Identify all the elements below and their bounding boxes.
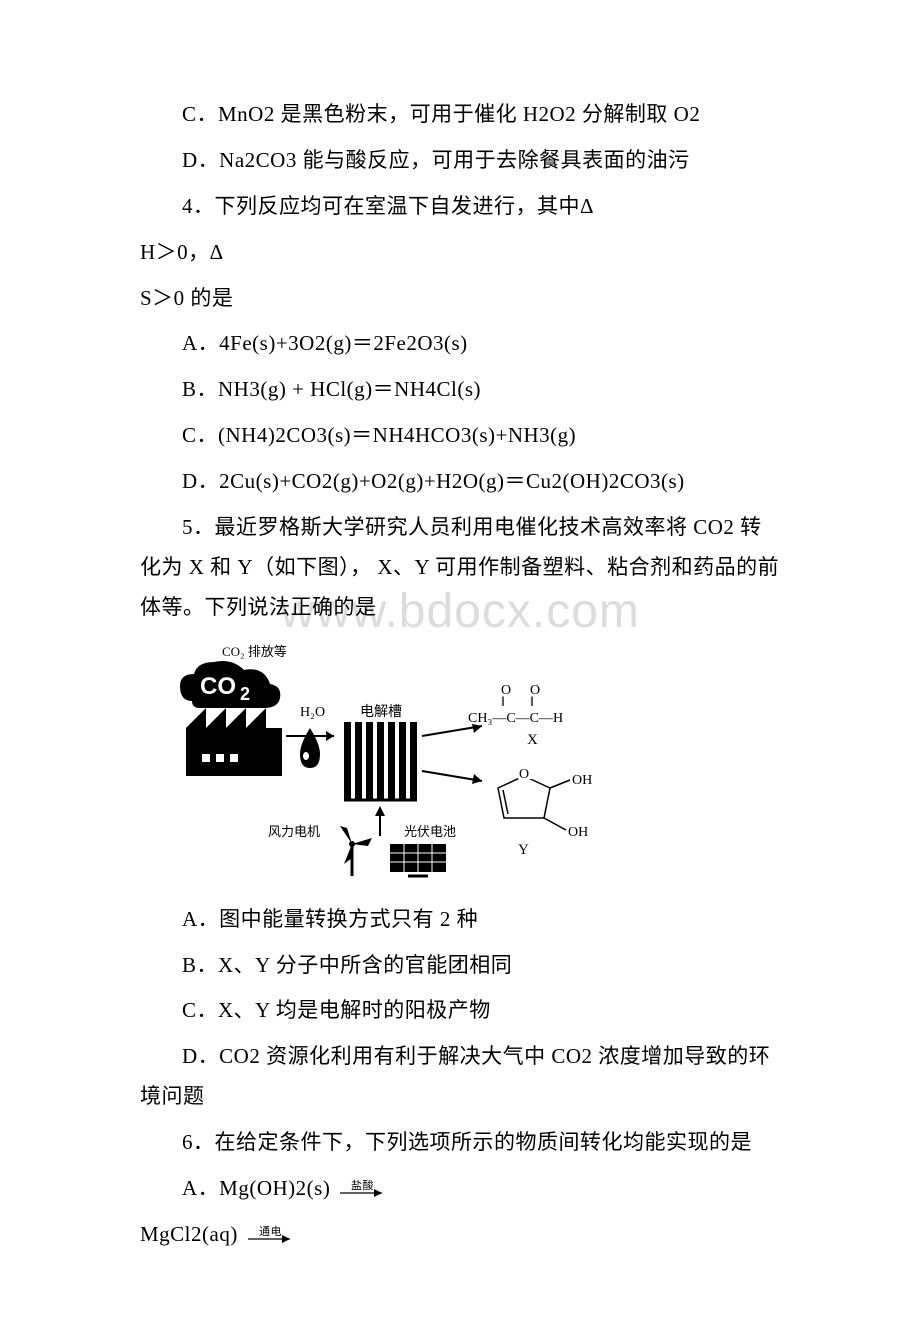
label-h2o: H₂O xyxy=(300,705,325,720)
svg-text:CH₃—C—C—H: CH₃—C—C—H xyxy=(468,711,563,726)
q5-diagram: CO₂ 排放等 CO 2 H₂O xyxy=(172,636,780,886)
q4-option-a: A．4Fe(s)+3O2(g)＝2Fe2O3(s) xyxy=(140,324,780,364)
wind-turbine-icon: 风力电机 xyxy=(268,824,372,876)
svg-text:‖: ‖ xyxy=(501,695,505,710)
arrow-label-acid: 盐酸 xyxy=(351,1179,374,1192)
svg-text:O: O xyxy=(519,767,529,782)
arrow-label-electrolysis: 通电 xyxy=(259,1225,282,1238)
structure-y: O OH OH Y xyxy=(498,765,592,858)
q4-stem-line3: S＞0 的是 xyxy=(140,279,780,319)
label-wind: 风力电机 xyxy=(268,824,320,839)
q6-line2: MgCl2(aq) 通电 xyxy=(140,1215,780,1255)
arrow-power-up xyxy=(375,806,385,836)
q5-stem: 5．最近罗格斯大学研究人员利用电催化技术高效率将 CO2 转化为 X 和 Y（如… xyxy=(140,508,780,628)
q4-stem-line1: 4．下列反应均可在室温下自发进行，其中Δ xyxy=(140,187,780,227)
svg-text:OH: OH xyxy=(572,773,592,788)
svg-text:‖: ‖ xyxy=(530,695,534,710)
q6-stem: 6．在给定条件下，下列选项所示的物质间转化均能实现的是 xyxy=(140,1123,780,1163)
page-content: C．MnO2 是黑色粉末，可用于催化 H2O2 分解制取 O2 D．Na2CO3… xyxy=(140,95,780,1255)
structure-x: O ‖ O ‖ CH₃—C—C—H X xyxy=(468,683,563,748)
q5-option-c: C．X、Y 均是电解时的阳极产物 xyxy=(140,991,780,1031)
q5-option-a: A．图中能量转换方式只有 2 种 xyxy=(140,900,780,940)
svg-text:X: X xyxy=(527,732,538,748)
solar-panel-icon: 光伏电池 xyxy=(390,824,456,876)
svg-text:OH: OH xyxy=(568,825,588,840)
q4-option-d: D．2Cu(s)+CO2(g)+O2(g)+H2O(g)＝Cu2(OH)2CO3… xyxy=(140,462,780,502)
q5-option-b: B．X、Y 分子中所含的官能团相同 xyxy=(140,946,780,986)
q4-option-b: B．NH3(g) + HCl(g)＝NH4Cl(s) xyxy=(140,370,780,410)
co2-cloud-text: CO xyxy=(200,673,236,700)
reaction-arrow-icon: 盐酸 xyxy=(336,1179,392,1201)
q4-stem-line2: H＞0，Δ xyxy=(140,233,780,273)
label-solar: 光伏电池 xyxy=(404,824,456,839)
arrow-to-y xyxy=(422,771,482,784)
q4-option-c: C．(NH4)2CO3(s)＝NH4HCO3(s)+NH3(g) xyxy=(140,416,780,456)
co2-cloud-sub: 2 xyxy=(240,684,250,704)
q3-option-c: C．MnO2 是黑色粉末，可用于催化 H2O2 分解制取 O2 xyxy=(140,95,780,135)
q6-option-a: A．Mg(OH)2(s) 盐酸 xyxy=(140,1169,780,1209)
factory-icon: CO 2 xyxy=(180,661,282,776)
svg-text:Y: Y xyxy=(518,842,529,858)
q6a-prefix: A．Mg(OH)2(s) xyxy=(182,1176,330,1200)
q6-line2-prefix: MgCl2(aq) xyxy=(140,1222,238,1246)
label-co2-emission: CO₂ 排放等 xyxy=(222,644,287,659)
electrolyzer-icon xyxy=(344,722,417,800)
label-electrolyzer: 电解槽 xyxy=(360,704,402,720)
q5-diagram-svg: CO₂ 排放等 CO 2 H₂O xyxy=(172,636,652,881)
reaction-arrow-icon: 通电 xyxy=(244,1225,300,1247)
q5-option-d: D．CO2 资源化利用有利于解决大气中 CO2 浓度增加导致的环境问题 xyxy=(140,1037,780,1117)
q3-option-d: D．Na2CO3 能与酸反应，可用于去除餐具表面的油污 xyxy=(140,141,780,181)
